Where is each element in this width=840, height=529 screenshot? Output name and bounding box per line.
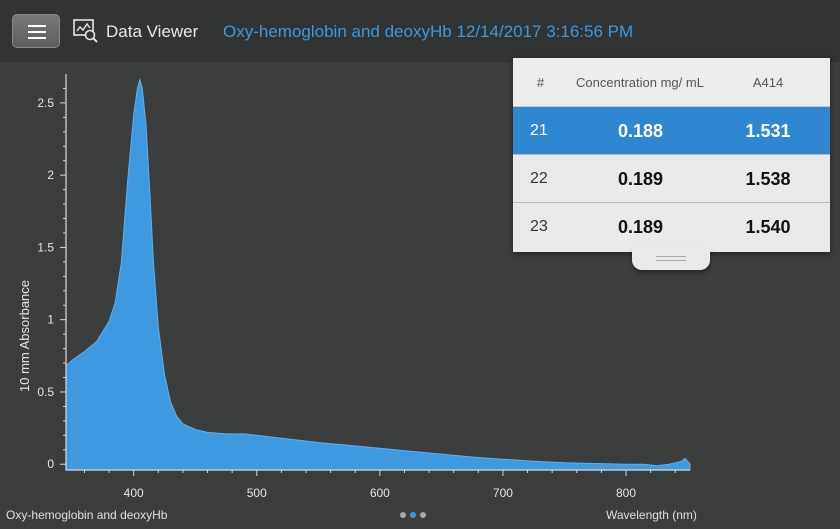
table-header: # Concentration mg/ mL A414 [513,58,830,107]
column-header-a414: A414 [752,75,784,90]
x-tick-label: 600 [370,486,390,500]
row-number: 22 [530,170,548,187]
table-row[interactable]: 23 0.189 1.540 [513,203,830,251]
spectrum-area [65,77,691,471]
x-axis-label: Wavelength (nm) [606,508,697,522]
y-tick-label: 1 [47,313,54,327]
app-title: Data Viewer [106,22,199,41]
y-axis-label: 10 mm Absorbance [17,280,32,392]
y-tick-label: 2 [47,168,54,182]
hamburger-menu-icon [28,25,46,27]
page-dot[interactable] [410,512,416,518]
row-absorbance: 1.531 [745,120,791,141]
menu-button[interactable] [12,14,60,48]
spectrum-chart[interactable]: 400 500 600 700 800 0 0.5 1 1.5 2 2.5 10 mm Absorb… [0,62,840,502]
row-number: 23 [530,218,548,235]
page-dot[interactable] [420,512,426,518]
table-row[interactable]: 22 0.189 1.538 [513,155,830,203]
row-concentration: 0.189 [617,216,664,237]
data-viewer-icon [73,19,98,43]
y-tick-label: 0 [47,457,54,471]
run-title: Oxy-hemoglobin and deoxyHb 12/14/2017 3:… [223,22,634,41]
row-absorbance: 1.538 [745,168,791,189]
table-drag-handle[interactable] [632,248,710,270]
y-tick-label: 2.5 [37,96,54,110]
grip-icon [656,260,686,261]
hamburger-menu-icon [28,31,46,33]
hamburger-menu-icon [28,37,46,39]
row-number: 21 [530,122,548,139]
y-tick-label: 0.5 [37,385,54,399]
sample-name: Oxy-hemoglobin and deoxyHb [6,508,168,522]
x-tick-label: 700 [493,486,513,500]
column-header-concentration: Concentration mg/ mL [576,75,704,90]
page-indicator [400,512,426,518]
y-tick-label: 1.5 [37,240,54,254]
grip-icon [656,256,686,257]
row-concentration: 0.189 [617,168,664,189]
x-tick-label: 500 [247,486,267,500]
table-row[interactable]: 21 0.188 1.531 [513,107,830,155]
row-absorbance: 1.540 [745,216,791,237]
top-bar: Data Viewer Oxy-hemoglobin and deoxyHb 1… [0,0,840,62]
results-table: # Concentration mg/ mL A414 21 0.188 1.5… [513,58,830,252]
row-concentration: 0.188 [617,120,664,141]
spectrum-area-layer [65,77,691,471]
column-header-number: # [536,75,545,90]
page-dot[interactable] [400,512,406,518]
chart-axes: 400 500 600 700 800 0 0.5 1 1.5 2 2.5 [37,74,690,500]
x-tick-label: 400 [124,486,144,500]
x-tick-label: 800 [616,486,636,500]
